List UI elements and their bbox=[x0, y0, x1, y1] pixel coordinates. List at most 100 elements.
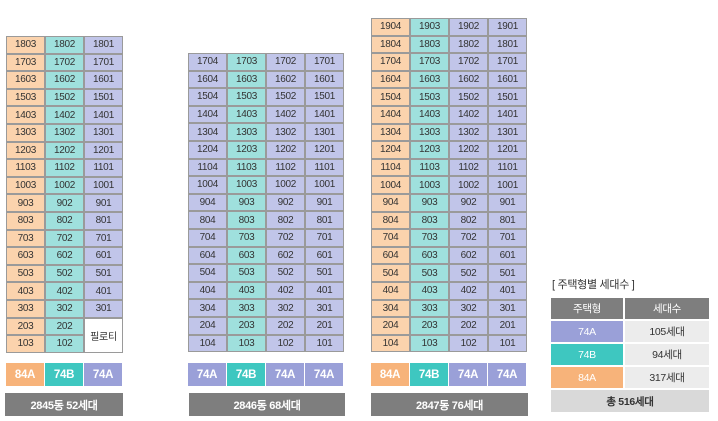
unit-cell: 703 bbox=[410, 229, 449, 247]
unit-cell: 1104 bbox=[371, 158, 410, 177]
unit-cell: 1004 bbox=[371, 176, 410, 194]
unit-cell: 1304 bbox=[188, 123, 227, 141]
legend-count: 105세대 bbox=[625, 321, 709, 342]
unit-cell: 1303 bbox=[6, 124, 45, 142]
building-label: 2846동 68세대 bbox=[189, 393, 345, 416]
unit-cell: 203 bbox=[6, 317, 45, 336]
unit-cell: 1901 bbox=[488, 18, 527, 36]
unit-cell: 1004 bbox=[188, 176, 227, 194]
unit-cell: 403 bbox=[410, 282, 449, 300]
unit-cell: 1603 bbox=[410, 70, 449, 89]
unit-cell: 304 bbox=[188, 299, 227, 317]
unit-cell: 1203 bbox=[227, 141, 266, 159]
unit-cell: 102 bbox=[45, 335, 84, 353]
unit-cell: 1801 bbox=[84, 36, 123, 54]
unit-cell: 1002 bbox=[266, 176, 305, 194]
unit-type-chip: 74B bbox=[227, 363, 265, 386]
unit-cell: 1802 bbox=[45, 36, 84, 54]
unit-cell: 601 bbox=[305, 246, 344, 265]
unit-cell: 1803 bbox=[6, 36, 45, 54]
unit-cell: 1402 bbox=[45, 106, 84, 124]
unit-cell: 902 bbox=[45, 194, 84, 212]
unit-cell: 601 bbox=[488, 246, 527, 265]
unit-cell: 1101 bbox=[305, 158, 344, 177]
unit-cell: 1903 bbox=[410, 18, 449, 36]
unit-cell: 1804 bbox=[371, 35, 410, 54]
unit-cell: 1701 bbox=[305, 53, 344, 71]
unit-cell: 102 bbox=[266, 334, 305, 353]
unit-cell: 802 bbox=[449, 211, 488, 230]
unit-cell: 1402 bbox=[449, 106, 488, 124]
unit-cell: 903 bbox=[6, 194, 45, 212]
legend-title: [ 주택형별 세대수 ] bbox=[552, 279, 635, 291]
unit-cell: 1202 bbox=[45, 141, 84, 160]
unit-cell: 101 bbox=[488, 334, 527, 353]
unit-cell: 803 bbox=[227, 211, 266, 229]
unit-cell: 1702 bbox=[266, 53, 305, 71]
unit-cell: 1603 bbox=[6, 71, 45, 89]
unit-type-chip: 74A bbox=[84, 363, 122, 386]
unit-cell: 203 bbox=[410, 317, 449, 335]
unit-cell: 1102 bbox=[266, 158, 305, 177]
unit-cell: 501 bbox=[488, 264, 527, 282]
unit-cell: 602 bbox=[266, 246, 305, 265]
unit-cell: 1204 bbox=[188, 141, 227, 159]
unit-cell: 1401 bbox=[305, 105, 344, 124]
unit-cell: 1301 bbox=[84, 124, 123, 142]
unit-cell: 1202 bbox=[266, 141, 305, 159]
unit-cell: 1503 bbox=[410, 88, 449, 106]
unit-type-chip: 74A bbox=[449, 363, 487, 386]
unit-cell: 301 bbox=[305, 299, 344, 317]
unit-cell: 701 bbox=[84, 229, 123, 248]
unit-cell: 702 bbox=[449, 229, 488, 247]
unit-cell: 104 bbox=[371, 334, 410, 353]
unit-cell: 1702 bbox=[449, 53, 488, 71]
unit-type-chip: 74A bbox=[188, 363, 226, 386]
unit-cell: 502 bbox=[266, 264, 305, 282]
legend-row-74A: 74A 105세대 bbox=[551, 321, 709, 343]
unit-type-chip: 74A bbox=[266, 363, 304, 386]
legend-row-74B: 74B 94세대 bbox=[551, 344, 709, 366]
unit-cell: 903 bbox=[227, 193, 266, 212]
unit-cell: 403 bbox=[227, 281, 266, 300]
unit-cell: 103 bbox=[6, 335, 45, 353]
unit-cell: 703 bbox=[6, 229, 45, 248]
unit-cell: 404 bbox=[371, 282, 410, 300]
unit-cell: 904 bbox=[371, 194, 410, 212]
unit-cell: 1801 bbox=[488, 35, 527, 54]
unit-cell: 804 bbox=[188, 211, 227, 229]
unit-cell: 1802 bbox=[449, 35, 488, 54]
unit-cell: 802 bbox=[266, 211, 305, 229]
unit-cell: 1401 bbox=[488, 106, 527, 124]
unit-cell: 101 bbox=[305, 334, 344, 353]
unit-cell: 1604 bbox=[188, 70, 227, 89]
unit-cell: 1703 bbox=[410, 53, 449, 71]
unit-cell: 1502 bbox=[449, 88, 488, 106]
unit-cell: 1104 bbox=[188, 158, 227, 177]
unit-cell: 1302 bbox=[449, 123, 488, 142]
unit-cell: 202 bbox=[45, 317, 84, 336]
unit-cell: 704 bbox=[371, 229, 410, 247]
unit-cell: 902 bbox=[449, 194, 488, 212]
legend-count: 94세대 bbox=[625, 344, 709, 365]
unit-cell: 1504 bbox=[188, 88, 227, 106]
unit-cell: 1301 bbox=[305, 123, 344, 141]
unit-type-chip: 74B bbox=[410, 363, 448, 386]
unit-cell: 203 bbox=[227, 317, 266, 335]
unit-cell: 1201 bbox=[488, 141, 527, 159]
unit-cell: 901 bbox=[84, 194, 123, 212]
building-label: 2847동 76세대 bbox=[371, 393, 528, 416]
unit-cell: 201 bbox=[488, 317, 527, 335]
unit-cell: 301 bbox=[488, 299, 527, 318]
legend-type-chip: 74A bbox=[551, 321, 623, 342]
unit-cell: 604 bbox=[188, 246, 227, 265]
unit-cell: 1103 bbox=[410, 158, 449, 177]
unit-cell: 1501 bbox=[305, 88, 344, 106]
legend-header-count: 세대수 bbox=[625, 298, 709, 319]
unit-cell: 1601 bbox=[488, 70, 527, 89]
unit-cell: 402 bbox=[449, 282, 488, 300]
unit-cell: 1001 bbox=[84, 176, 123, 195]
unit-cell: 704 bbox=[188, 229, 227, 247]
unit-cell: 1403 bbox=[227, 105, 266, 124]
legend-type-chip: 74B bbox=[551, 344, 623, 365]
